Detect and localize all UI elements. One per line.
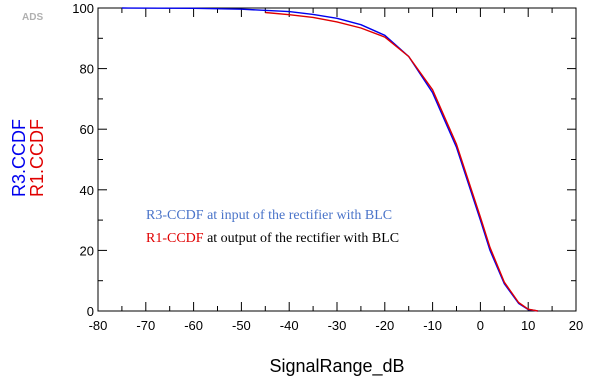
x-tick-label: -10	[423, 318, 442, 333]
series-line-r1	[265, 11, 538, 312]
y-axis-label-r1: R1.CCDF	[27, 119, 47, 197]
y-axis-label-r3: R3.CCDF	[9, 119, 29, 197]
x-tick-label: 20	[569, 318, 583, 333]
x-tick-label: -50	[232, 318, 251, 333]
x-tick-label: -60	[184, 318, 203, 333]
x-tick-label: -80	[89, 318, 108, 333]
x-tick-label: -70	[136, 318, 155, 333]
annotation-r3: R3-CCDF at input of the rectifier with B…	[146, 208, 392, 223]
y-tick-label: 0	[87, 304, 94, 319]
x-axis-label: SignalRange_dB	[269, 356, 404, 377]
y-tick-label: 80	[80, 62, 94, 77]
x-tick-label: -20	[375, 318, 394, 333]
annotation-r1-text: at output of the rectifier with BLC	[204, 231, 400, 246]
y-tick-label: 100	[72, 1, 94, 16]
x-tick-labels: -80 -70 -60 -50 -40 -30 -20 -10 0 10 20	[89, 318, 584, 333]
annotation-r1-label: R1-CCDF	[146, 231, 204, 246]
y-tick-label: 60	[80, 122, 94, 137]
plot-axes	[97, 7, 577, 312]
y-tick-label: 40	[80, 183, 94, 198]
y-tick-label: 20	[80, 243, 94, 258]
plot-frame	[97, 7, 577, 312]
y-tick-labels: 0 20 40 60 80 100	[72, 1, 94, 319]
ads-logo: ADS	[22, 12, 43, 23]
series-group	[121, 7, 538, 312]
x-tick-label: -30	[328, 318, 347, 333]
x-tick-label: -40	[280, 318, 299, 333]
annotation-r1: R1-CCDF at output of the rectifier with …	[146, 231, 399, 246]
series-line-r3	[121, 7, 538, 312]
annotation-r3-text: at input of the rectifier with BLC	[204, 208, 393, 223]
x-tick-label: 0	[477, 318, 484, 333]
annotation-r3-label: R3-CCDF	[146, 208, 204, 223]
x-tick-label: 10	[521, 318, 535, 333]
